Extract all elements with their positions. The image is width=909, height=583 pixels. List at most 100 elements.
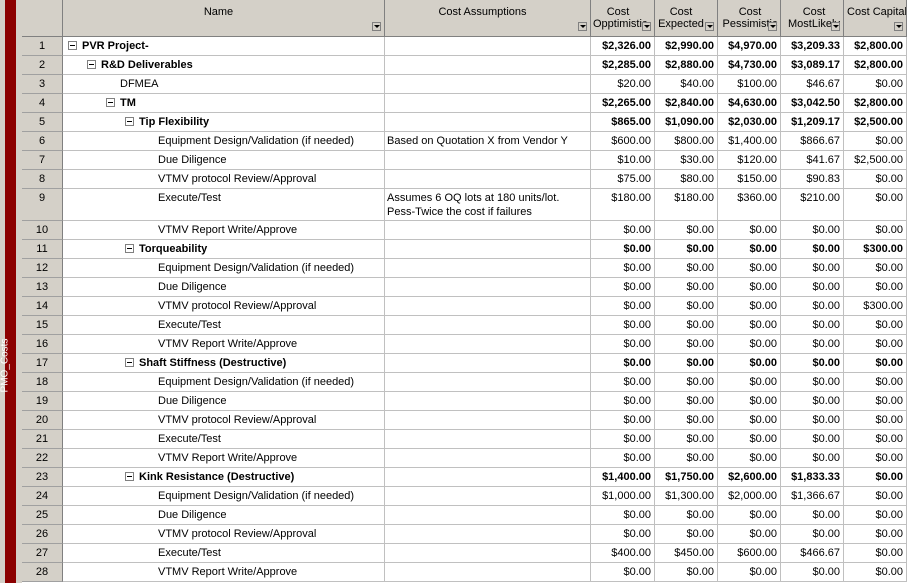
cost-cell: $0.00	[718, 221, 781, 240]
row-id: 23	[22, 468, 63, 487]
column-header[interactable]: Cost Opptimistic	[591, 0, 655, 37]
task-name: Due Diligence	[158, 395, 227, 407]
name-cell: Kink Resistance (Destructive)	[63, 468, 385, 487]
name-cell: Due Diligence	[63, 392, 385, 411]
task-name: VTMV protocol Review/Approval	[158, 528, 317, 540]
cost-cell: $180.00	[655, 189, 718, 221]
task-name: Execute/Test	[158, 547, 221, 559]
sidebar-bar	[5, 0, 16, 583]
cost-cell: $0.00	[844, 278, 907, 297]
cost-cell: $0.00	[655, 221, 718, 240]
column-header-text: Cost Capital	[847, 6, 907, 18]
column-header[interactable]: Cost Assumptions	[385, 0, 591, 37]
cost-cell: $0.00	[844, 170, 907, 189]
cost-cell: $0.00	[844, 544, 907, 563]
collapse-toggle[interactable]	[125, 244, 134, 253]
name-cell: Execute/Test	[63, 544, 385, 563]
cost-cell: $2,990.00	[655, 37, 718, 56]
filter-arrow[interactable]	[578, 22, 587, 31]
row-id: 25	[22, 506, 63, 525]
cost-cell: $1,090.00	[655, 113, 718, 132]
row-id: 13	[22, 278, 63, 297]
task-name: TM	[120, 97, 136, 109]
cost-cell: $0.00	[655, 525, 718, 544]
cost-cell: $0.00	[655, 316, 718, 335]
cost-cell: $0.00	[655, 297, 718, 316]
filter-arrow[interactable]	[831, 22, 840, 31]
row-id: 10	[22, 221, 63, 240]
cost-cell: $0.00	[781, 430, 844, 449]
row-id: 17	[22, 354, 63, 373]
cost-cell: $0.00	[844, 259, 907, 278]
collapse-toggle[interactable]	[68, 41, 77, 50]
collapse-toggle[interactable]	[125, 117, 134, 126]
cost-cell: $0.00	[844, 373, 907, 392]
column-header-text: Cost Assumptions	[438, 6, 527, 18]
assumption-cell	[385, 335, 591, 354]
name-cell: Equipment Design/Validation (if needed)	[63, 259, 385, 278]
cost-cell: $0.00	[655, 506, 718, 525]
row-id: 1	[22, 37, 63, 56]
column-header[interactable]: Cost Pessimistic	[718, 0, 781, 37]
name-cell: Due Diligence	[63, 506, 385, 525]
cost-cell: $2,030.00	[718, 113, 781, 132]
assumption-cell	[385, 75, 591, 94]
collapse-toggle[interactable]	[125, 472, 134, 481]
row-id: 4	[22, 94, 63, 113]
assumption-cell	[385, 278, 591, 297]
collapse-toggle[interactable]	[87, 60, 96, 69]
filter-arrow[interactable]	[768, 22, 777, 31]
task-name: Execute/Test	[158, 433, 221, 445]
cost-cell: $1,366.67	[781, 487, 844, 506]
column-header[interactable]: Name	[63, 0, 385, 37]
filter-arrow[interactable]	[705, 22, 714, 31]
collapse-toggle[interactable]	[125, 358, 134, 367]
cost-cell: $0.00	[591, 278, 655, 297]
cost-cell: $0.00	[655, 449, 718, 468]
cost-cell: $150.00	[718, 170, 781, 189]
cost-cell: $2,285.00	[591, 56, 655, 75]
column-header[interactable]: Cost Capital	[844, 0, 907, 37]
cost-cell: $0.00	[591, 392, 655, 411]
filter-arrow[interactable]	[372, 22, 381, 31]
cost-cell: $1,750.00	[655, 468, 718, 487]
cost-cell: $0.00	[781, 221, 844, 240]
filter-arrow[interactable]	[642, 22, 651, 31]
filter-arrow[interactable]	[894, 22, 903, 31]
name-cell: Execute/Test	[63, 316, 385, 335]
collapse-toggle[interactable]	[106, 98, 115, 107]
cost-cell: $0.00	[718, 335, 781, 354]
name-cell: VTMV Report Write/Approve	[63, 449, 385, 468]
assumption-cell	[385, 563, 591, 582]
name-cell: VTMV protocol Review/Approval	[63, 525, 385, 544]
assumption-cell	[385, 487, 591, 506]
cost-cell: $10.00	[591, 151, 655, 170]
name-cell: VTMV protocol Review/Approval	[63, 297, 385, 316]
task-name: VTMV protocol Review/Approval	[158, 173, 317, 185]
cost-cell: $865.00	[591, 113, 655, 132]
task-name: Equipment Design/Validation (if needed)	[158, 135, 355, 147]
cost-cell: $0.00	[591, 335, 655, 354]
cost-cell: $0.00	[844, 392, 907, 411]
cost-cell: $0.00	[781, 316, 844, 335]
task-name: Tip Flexibility	[139, 116, 210, 128]
assumption-cell	[385, 544, 591, 563]
cost-cell: $80.00	[655, 170, 718, 189]
cost-cell: $0.00	[781, 392, 844, 411]
assumption-cell	[385, 297, 591, 316]
name-cell: Execute/Test	[63, 189, 385, 221]
cost-cell: $0.00	[844, 189, 907, 221]
cost-cell: $0.00	[655, 240, 718, 259]
assumption-text: Assumes 6 OQ lots at 180 units/lot. Pess…	[387, 192, 560, 218]
assumption-cell	[385, 151, 591, 170]
column-header[interactable]: Cost Expected	[655, 0, 718, 37]
cost-cell: $0.00	[781, 297, 844, 316]
cost-cell: $0.00	[718, 392, 781, 411]
assumption-cell	[385, 259, 591, 278]
column-header[interactable]: Cost MostLikely	[781, 0, 844, 37]
row-id: 26	[22, 525, 63, 544]
row-id: 6	[22, 132, 63, 151]
cost-cell: $0.00	[718, 373, 781, 392]
cost-cell: $2,600.00	[718, 468, 781, 487]
cost-cell: $20.00	[591, 75, 655, 94]
